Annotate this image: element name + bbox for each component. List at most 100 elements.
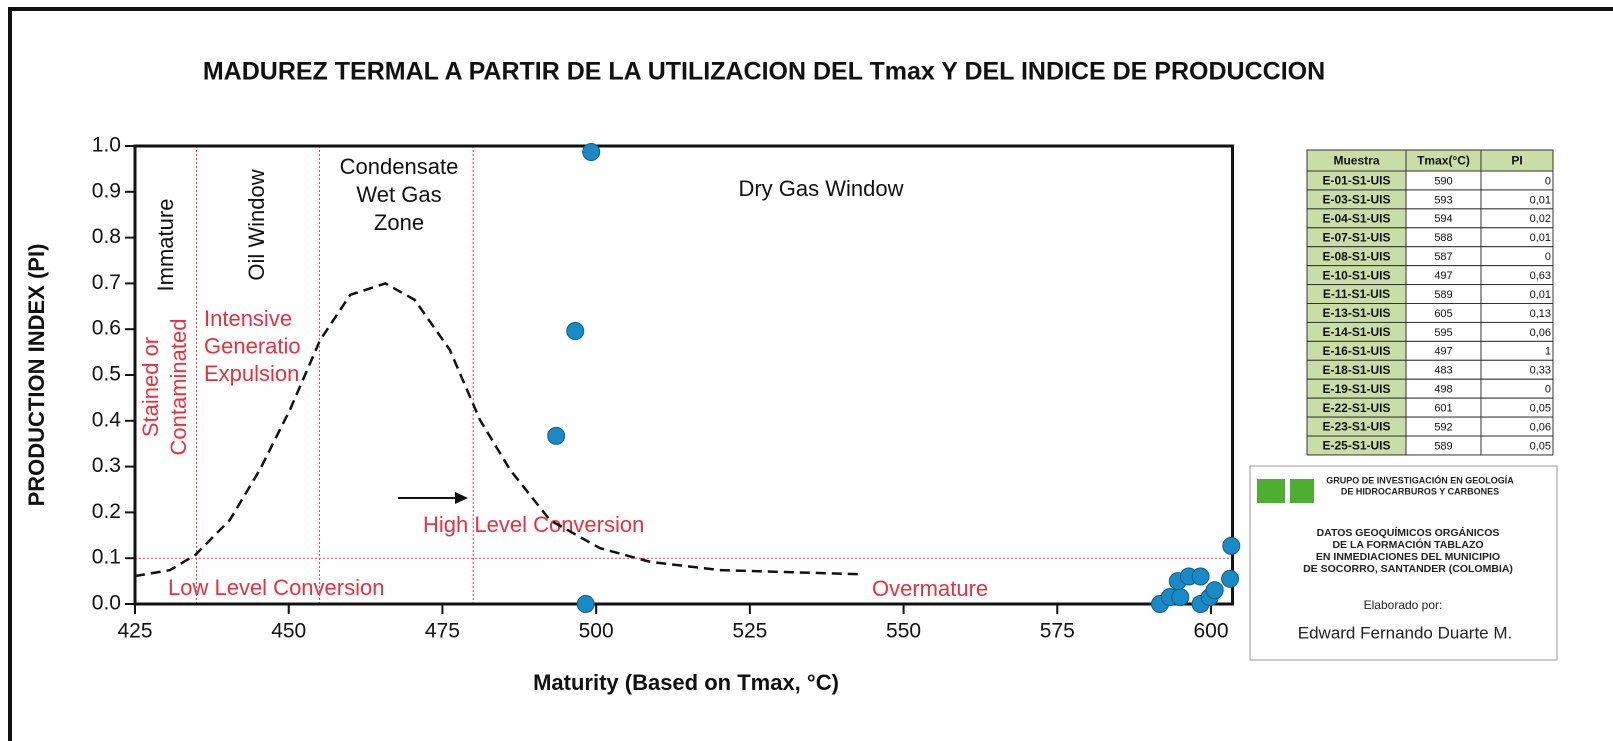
table-cell-text: 483	[1434, 365, 1452, 377]
data-point	[1171, 588, 1190, 607]
table-cell-text: 590	[1434, 175, 1452, 187]
table-cell-text: E-03-S1-UIS	[1322, 193, 1390, 207]
x-tick-label: 575	[1040, 620, 1075, 643]
table-cell-text: 0,33	[1530, 365, 1551, 377]
table-cell	[1480, 378, 1554, 399]
table-cell-text: 0,06	[1530, 327, 1551, 339]
group-name: GRUPO DE INVESTIGACIÓN EN GEOLOGÍA	[1326, 474, 1514, 485]
y-tick-label: 0.4	[92, 408, 122, 431]
x-tick-label: 475	[425, 620, 460, 643]
y-axis-label: PRODUCTION INDEX (PI)	[24, 244, 49, 507]
info-line: DE LA FORMACIÓN TABLAZO	[1332, 538, 1483, 551]
chart-title: MADUREZ TERMAL A PARTIR DE LA UTILIZACIO…	[203, 58, 1325, 86]
table-cell-text: 0,06	[1530, 421, 1551, 433]
table-header: Muestra	[1333, 154, 1379, 168]
table-cell-text: 594	[1434, 213, 1452, 225]
table-cell-text: 605	[1434, 308, 1452, 320]
table-cell-text: 0,02	[1530, 213, 1551, 225]
table-cell-text: 0,01	[1530, 194, 1551, 206]
table-cell-text: E-10-S1-UIS	[1322, 268, 1390, 282]
table-cell-text: 595	[1434, 327, 1452, 339]
table-header: Tmax(°C)	[1417, 154, 1470, 168]
table-cell-text: E-01-S1-UIS	[1322, 174, 1390, 188]
table-header: PI	[1511, 154, 1522, 168]
annotation: Zone	[374, 210, 424, 235]
annotation: Contaminated	[166, 319, 191, 456]
table-cell-text: 587	[1434, 251, 1452, 263]
table-cell-text: 589	[1434, 289, 1452, 301]
table-cell-text: E-04-S1-UIS	[1322, 211, 1390, 225]
plot-frame	[133, 144, 1235, 606]
annotation: Low Level Conversion	[168, 575, 384, 600]
table-cell-text: 0,63	[1530, 270, 1551, 282]
table-cell-text: E-11-S1-UIS	[1323, 287, 1390, 301]
table-cell-text: 0,05	[1530, 440, 1551, 452]
x-tick-label: 550	[886, 620, 921, 643]
annotation: Dry Gas Window	[738, 176, 903, 201]
table-cell-text: E-16-S1-UIS	[1322, 344, 1390, 358]
table-cell-text: 0,01	[1530, 289, 1551, 301]
table-cell-text: 497	[1434, 346, 1452, 358]
table-cell-text: E-18-S1-UIS	[1322, 363, 1390, 377]
table-cell-text: 588	[1434, 232, 1452, 244]
y-tick-label: 0.9	[92, 179, 121, 202]
table-cell-text: 589	[1434, 440, 1452, 452]
data-point	[1222, 536, 1241, 555]
annotation: Wet Gas	[356, 182, 441, 207]
x-tick-label: 525	[732, 620, 767, 643]
data-point	[582, 142, 601, 161]
data-point	[1191, 567, 1210, 586]
arrow-head	[455, 492, 468, 504]
table-cell-text: 0	[1545, 384, 1551, 396]
table-cell-text: E-07-S1-UIS	[1322, 230, 1390, 244]
annotation: High Level Conversion	[423, 512, 644, 537]
table-cell-text: E-08-S1-UIS	[1322, 249, 1390, 263]
group-name: DE HIDROCARBUROS Y CARBONES	[1341, 486, 1499, 496]
table-cell-text: E-14-S1-UIS	[1322, 325, 1390, 339]
y-tick-label: 1.0	[92, 134, 121, 157]
annotation: Immature	[153, 199, 178, 292]
x-tick-label: 425	[117, 620, 152, 643]
table-cell-text: 1	[1545, 346, 1551, 358]
y-tick-label: 0.3	[92, 454, 121, 477]
table-cell-text: E-13-S1-UIS	[1322, 306, 1390, 320]
annotation: Condensate	[340, 154, 459, 179]
info-line: EN INMEDIACIONES DEL MUNICIPIO	[1316, 551, 1500, 563]
y-tick-label: 0.7	[92, 271, 121, 294]
x-tick-label: 500	[579, 620, 614, 643]
y-tick-label: 0.2	[92, 500, 121, 523]
table-cell-text: 498	[1434, 384, 1452, 396]
x-axis-label: Maturity (Based on Tmax, °C)	[533, 670, 839, 695]
annotation: Generatio	[204, 333, 301, 358]
data-point	[1205, 581, 1224, 600]
annotation: Stained or	[138, 337, 163, 437]
table-cell	[1480, 170, 1554, 191]
x-tick-label: 600	[1193, 620, 1228, 643]
data-point	[576, 595, 595, 613]
table-cell	[1480, 246, 1554, 267]
table-cell-text: E-25-S1-UIS	[1322, 439, 1390, 453]
data-point	[566, 322, 585, 341]
table-cell-text: 601	[1434, 403, 1452, 415]
table-cell-text: 593	[1434, 194, 1452, 206]
logo	[1290, 479, 1314, 503]
table-cell-text: 592	[1434, 421, 1452, 433]
maturity-curve	[134, 282, 860, 578]
table-cell-text: E-23-S1-UIS	[1322, 420, 1390, 434]
data-point	[1221, 569, 1240, 588]
y-tick-label: 0.0	[92, 592, 121, 615]
author: Edward Fernando Duarte M.	[1298, 623, 1513, 642]
annotation: Overmature	[872, 576, 988, 601]
y-tick-label: 0.8	[92, 225, 121, 248]
annotation: Oil Window	[244, 169, 269, 280]
table-cell-text: E-22-S1-UIS	[1322, 401, 1390, 415]
annotation: Expulsion	[204, 361, 299, 386]
y-tick-label: 0.5	[92, 363, 121, 386]
info-line: DATOS GEOQUÍMICOS ORGÁNICOS	[1317, 526, 1500, 539]
table-cell-text: 0	[1545, 251, 1551, 263]
x-tick-label: 450	[271, 620, 306, 643]
data-point	[547, 426, 566, 445]
y-tick-label: 0.1	[92, 546, 121, 569]
table-cell	[1480, 340, 1554, 361]
